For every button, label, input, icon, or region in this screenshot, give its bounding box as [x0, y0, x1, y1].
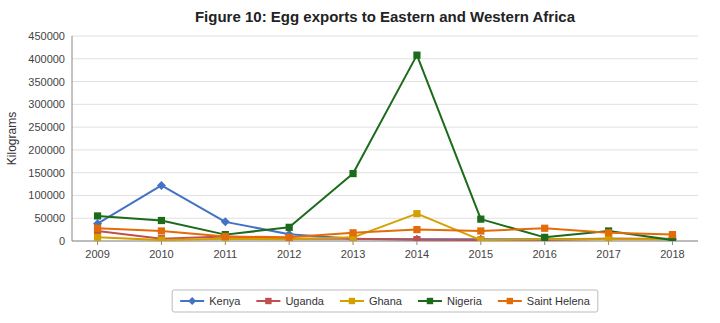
grid-line [72, 36, 698, 37]
grid-line [72, 104, 698, 105]
marker [541, 234, 548, 241]
line [98, 228, 673, 237]
line [98, 185, 673, 239]
chart: Figure 10: Egg exports to Eastern and We… [0, 0, 720, 323]
marker [94, 234, 101, 241]
grid-line [72, 172, 698, 173]
marker [412, 235, 421, 241]
x-tick-label: 2016 [532, 248, 556, 260]
grid-line [72, 195, 698, 196]
x-tick [161, 241, 162, 245]
x-tick-label: 2017 [596, 248, 620, 260]
x-tick [672, 241, 673, 245]
legend-item: Kenya [180, 295, 241, 307]
x-tick-label: 2013 [341, 248, 365, 260]
y-tick-label: 300000 [28, 98, 65, 110]
plot-area [93, 52, 677, 241]
legend-marker [427, 298, 433, 304]
x-tick [416, 241, 417, 245]
y-tick-label: 100000 [28, 189, 65, 201]
marker [413, 52, 420, 59]
x-tick-label: 2010 [149, 248, 173, 260]
x-tick [353, 241, 354, 245]
marker [94, 212, 101, 219]
x-tick-label: 2018 [660, 248, 684, 260]
x-tick [608, 241, 609, 245]
marker [94, 225, 101, 232]
marker [477, 236, 484, 241]
legend-marker [188, 297, 196, 305]
y-tick-label: 250000 [28, 121, 65, 133]
marker [541, 225, 548, 232]
grid-line [72, 218, 698, 219]
title: Figure 10: Egg exports to Eastern and We… [195, 8, 576, 25]
x-tick-label: 2015 [469, 248, 493, 260]
legend-label: Uganda [285, 295, 324, 307]
marker [349, 229, 356, 236]
marker [349, 170, 356, 177]
y-tick-label: 0 [59, 235, 65, 247]
y-tick-label: 450000 [28, 30, 65, 42]
y-tick-label: 50000 [34, 212, 65, 224]
marker [221, 217, 230, 226]
legend-label: Nigeria [447, 295, 483, 307]
marker [222, 233, 229, 240]
grid-line [72, 127, 698, 128]
marker [540, 235, 549, 241]
marker [158, 236, 165, 241]
grid-line [72, 58, 698, 59]
marker [413, 210, 420, 217]
series [93, 181, 677, 241]
marker [477, 227, 484, 234]
legend-label: Saint Helena [527, 295, 591, 307]
series [94, 225, 676, 241]
legend-item: Nigeria [418, 295, 483, 307]
legend-marker [507, 298, 513, 304]
y-tick-label: 400000 [28, 53, 65, 65]
legend-item: Ghana [340, 295, 403, 307]
legend-label: Ghana [369, 295, 403, 307]
legend-item: Saint Helena [498, 295, 591, 307]
y-tick-label: 200000 [28, 144, 65, 156]
x-tick [97, 241, 98, 245]
x-tick-label: 2014 [405, 248, 429, 260]
legend-marker [349, 298, 355, 304]
x-tick [225, 241, 226, 245]
x-tick-label: 2011 [213, 248, 237, 260]
legend-item: Uganda [256, 295, 324, 307]
x-tick [480, 241, 481, 245]
x-tick-label: 2009 [85, 248, 109, 260]
marker [476, 235, 485, 241]
marker [477, 216, 484, 223]
marker [222, 233, 229, 240]
marker [286, 224, 293, 231]
x-tick-label: 2012 [277, 248, 301, 260]
grid-line [72, 149, 698, 150]
line [98, 55, 673, 240]
marker [286, 234, 293, 241]
y-tick-label: 150000 [28, 167, 65, 179]
x-tick [289, 241, 290, 245]
marker [157, 181, 166, 190]
legend-marker [265, 298, 271, 304]
legend-label: Kenya [209, 295, 241, 307]
marker [669, 231, 676, 238]
y-tick-label: 350000 [28, 76, 65, 88]
grid-line [72, 81, 698, 82]
series [94, 52, 676, 241]
x-tick [544, 241, 545, 245]
marker [477, 236, 484, 241]
grid [72, 36, 698, 241]
line [98, 214, 673, 240]
y-axis-line [72, 36, 73, 241]
marker [158, 227, 165, 234]
legend-frame [172, 290, 598, 312]
legend: Kenya Uganda Ghana Nigeria Saint Helena [172, 290, 598, 312]
y-axis-label: Kilograms [5, 112, 19, 165]
marker [413, 236, 420, 241]
marker [605, 229, 612, 236]
marker [158, 217, 165, 224]
marker [413, 226, 420, 233]
